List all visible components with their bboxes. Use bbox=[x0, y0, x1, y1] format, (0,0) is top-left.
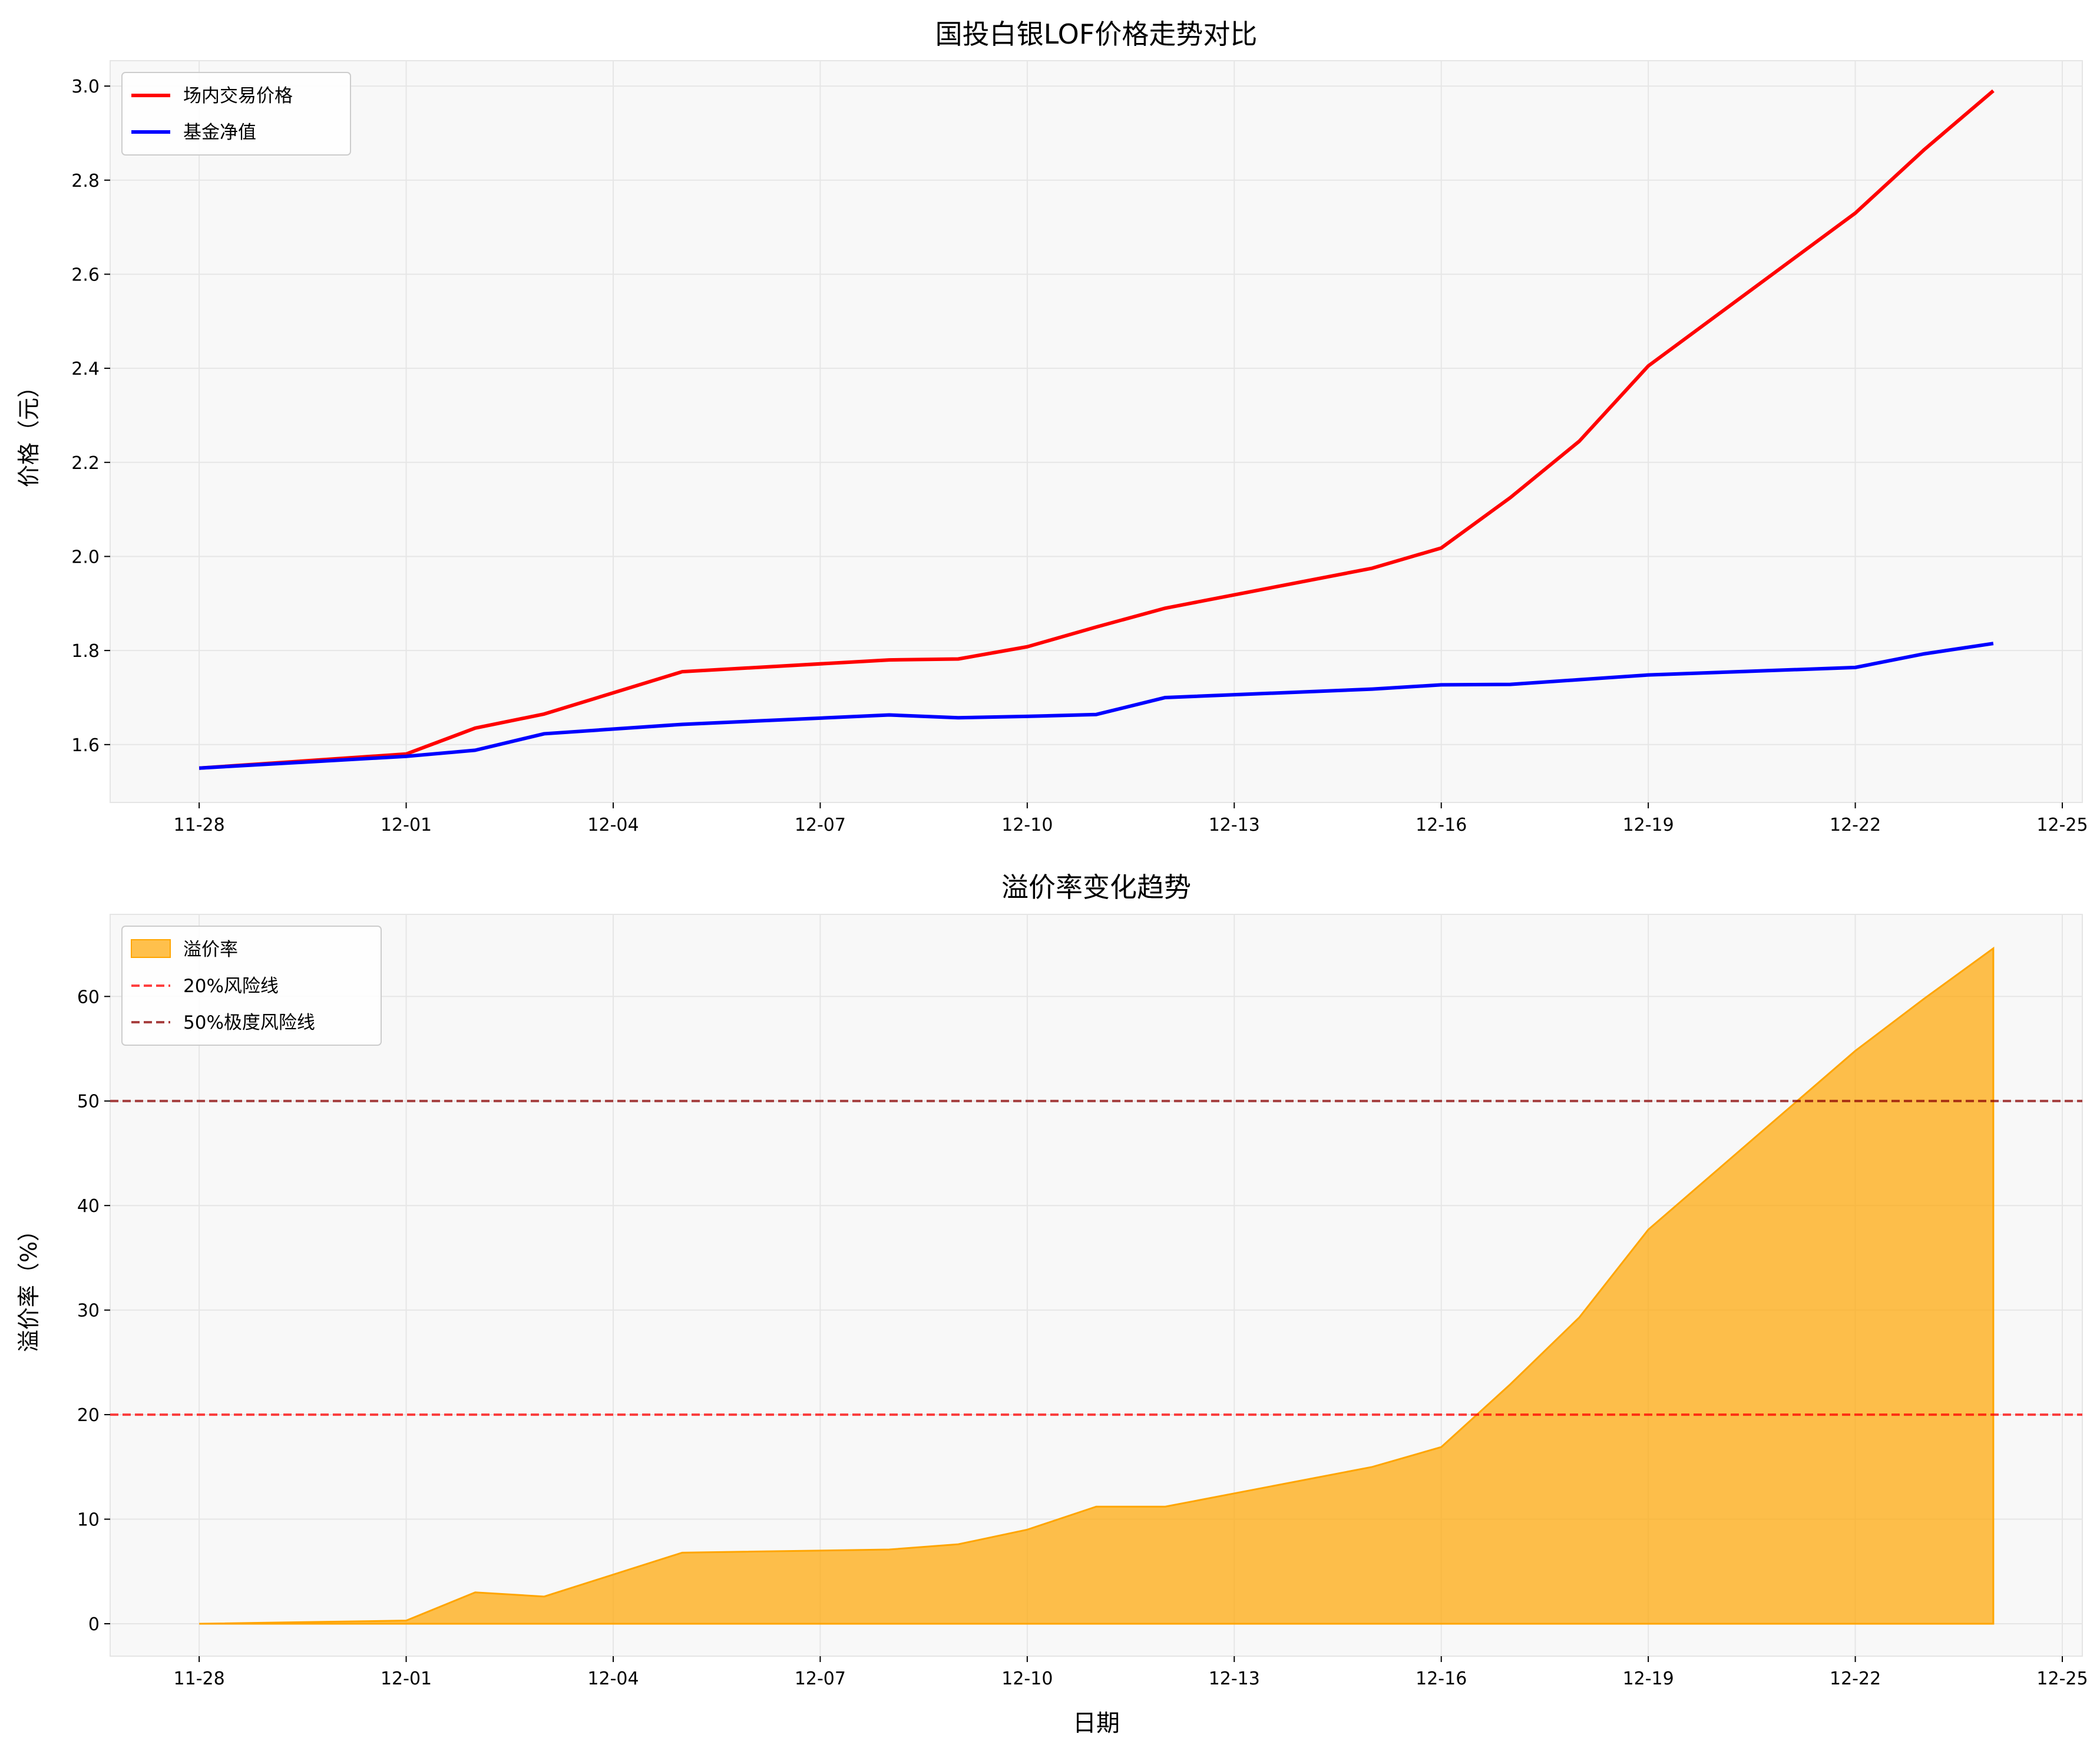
x-tick-label: 12-16 bbox=[1416, 1669, 1467, 1689]
x-tick-label: 12-25 bbox=[2036, 1669, 2088, 1689]
legend-label: 场内交易价格 bbox=[183, 85, 293, 107]
x-tick-label: 12-10 bbox=[1001, 1669, 1053, 1689]
legend-swatch bbox=[131, 940, 170, 957]
y-tick-label: 30 bbox=[77, 1301, 100, 1321]
y-tick-label: 1.8 bbox=[71, 641, 100, 662]
y-axis-label: 溢价率（%） bbox=[16, 1219, 42, 1352]
y-axis-label: 价格（元） bbox=[16, 375, 42, 487]
x-tick-label: 12-13 bbox=[1209, 815, 1260, 835]
x-tick-label: 12-07 bbox=[795, 815, 846, 835]
x-tick-label: 12-16 bbox=[1416, 815, 1467, 835]
y-tick-label: 2.4 bbox=[71, 359, 100, 379]
y-tick-label: 1.6 bbox=[71, 735, 100, 756]
x-tick-label: 12-01 bbox=[381, 815, 432, 835]
chart-title: 国投白银LOF价格走势对比 bbox=[935, 18, 1258, 50]
x-tick-label: 12-10 bbox=[1001, 815, 1053, 835]
x-tick-label: 12-19 bbox=[1623, 1669, 1674, 1689]
chart-title: 溢价率变化趋势 bbox=[1001, 871, 1191, 903]
x-tick-label: 12-04 bbox=[587, 1669, 639, 1689]
x-tick-label: 12-19 bbox=[1623, 815, 1674, 835]
y-tick-label: 2.2 bbox=[71, 453, 100, 474]
x-tick-label: 11-28 bbox=[174, 1669, 225, 1689]
price-chart: 11-28 12-01 12-04 12-07 12-10 12-13 12-16 12-19… bbox=[16, 18, 2088, 835]
legend-label: 50%极度风险线 bbox=[183, 1012, 315, 1033]
x-axis-label: 日期 bbox=[1073, 1710, 1120, 1737]
y-tick-label: 20 bbox=[77, 1405, 100, 1426]
y-tick-label: 10 bbox=[77, 1510, 100, 1531]
x-tick-label: 12-22 bbox=[1830, 815, 1881, 835]
y-tick-label: 2.6 bbox=[71, 265, 100, 285]
premium-chart: 11-28 12-01 12-04 12-07 12-10 12-13 12-16 12-19… bbox=[16, 871, 2088, 1737]
x-tick-label: 12-04 bbox=[587, 815, 639, 835]
y-tick-label: 2.8 bbox=[71, 171, 100, 191]
x-tick-label: 12-07 bbox=[795, 1669, 846, 1689]
y-tick-label: 3.0 bbox=[71, 77, 100, 97]
legend-label: 溢价率 bbox=[183, 939, 238, 960]
x-tick-label: 12-22 bbox=[1830, 1669, 1881, 1689]
y-tick-label: 2.0 bbox=[71, 547, 100, 567]
x-tick-label: 12-25 bbox=[2036, 815, 2088, 835]
y-tick-label: 40 bbox=[77, 1196, 100, 1217]
x-tick-label: 12-01 bbox=[381, 1669, 432, 1689]
legend-label: 20%风险线 bbox=[183, 976, 279, 997]
y-tick-label: 0 bbox=[88, 1614, 100, 1635]
legend-label: 基金净值 bbox=[183, 122, 256, 143]
x-tick-label: 12-13 bbox=[1209, 1669, 1260, 1689]
x-tick-label: 11-28 bbox=[174, 815, 225, 835]
y-tick-label: 50 bbox=[77, 1092, 100, 1112]
y-tick-label: 60 bbox=[77, 987, 100, 1007]
